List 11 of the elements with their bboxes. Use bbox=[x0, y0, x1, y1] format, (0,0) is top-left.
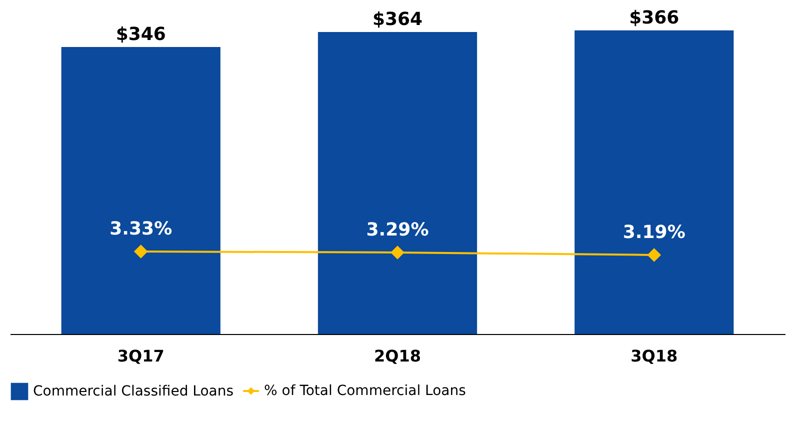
legend-label: % of Total Commercial Loans bbox=[264, 383, 466, 399]
x-tick-label: 2Q18 bbox=[374, 346, 421, 366]
data-label: $346 bbox=[116, 24, 166, 45]
data-label: 3.29% bbox=[366, 219, 429, 240]
data-label: $364 bbox=[372, 9, 423, 30]
legend-label: Commercial Classified Loans bbox=[33, 384, 234, 400]
data-label: $366 bbox=[629, 7, 680, 28]
data-label: 3.19% bbox=[622, 222, 686, 243]
x-tick-label: 3Q18 bbox=[630, 346, 678, 366]
data-label: 3.33% bbox=[110, 218, 172, 240]
x-tick-label: 3Q17 bbox=[117, 346, 164, 366]
